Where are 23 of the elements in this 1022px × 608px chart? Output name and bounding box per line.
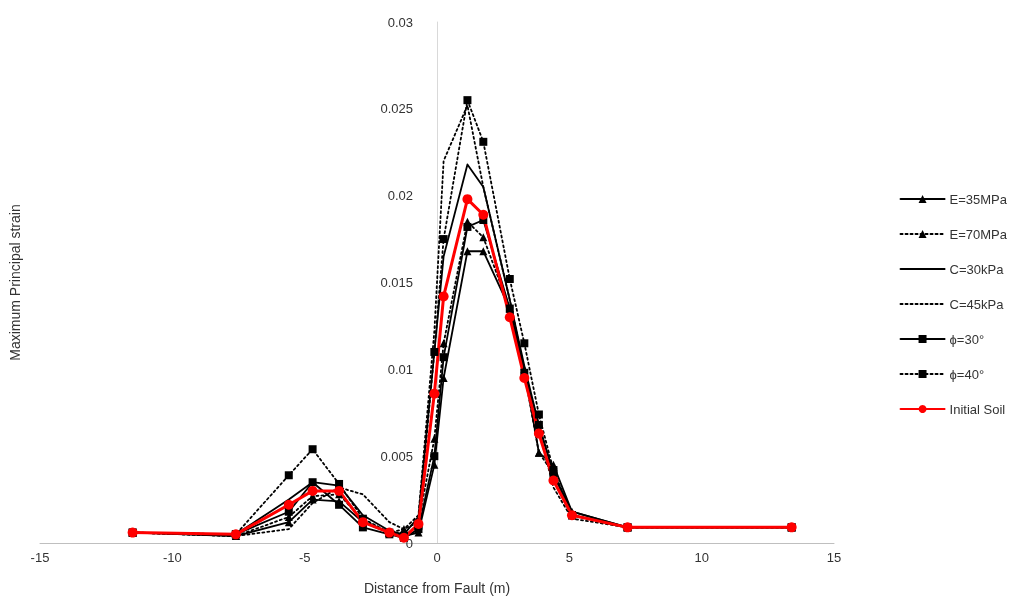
x-tick-label: -5	[298, 550, 311, 565]
legend-label: E=35MPa	[949, 191, 1008, 207]
legend-label: C=30kPa	[949, 261, 1005, 277]
legend-label: Initial Soil	[949, 401, 1006, 417]
y-tick-label: 0.005	[380, 448, 413, 464]
x-tick-label: 5	[565, 550, 573, 565]
x-tick-label: 15	[826, 550, 842, 565]
y-tick-label: 0	[405, 535, 413, 551]
x-tick-label: -15	[30, 550, 50, 565]
x-tick-label: -10	[162, 550, 182, 565]
y-tick-label: 0.015	[380, 275, 413, 290]
y-tick-label: 0.025	[380, 101, 413, 117]
x-tick-label: 10	[694, 550, 709, 565]
legend-label: ϕ=40°	[949, 366, 985, 382]
legend-label: ϕ=30°	[949, 331, 985, 347]
legend-label: E=70MPa	[949, 226, 1008, 242]
x-axis-title: Distance from Fault (m)	[363, 580, 511, 596]
legend-label: C=45kPa	[949, 296, 1005, 312]
y-tick-label: 0.03	[387, 14, 413, 30]
y-tick-label: 0.02	[387, 188, 413, 204]
x-tick-label: 0	[433, 550, 441, 565]
y-axis-title: Maximum Principal strain	[7, 204, 23, 361]
y-tick-label: 0.01	[387, 361, 413, 377]
